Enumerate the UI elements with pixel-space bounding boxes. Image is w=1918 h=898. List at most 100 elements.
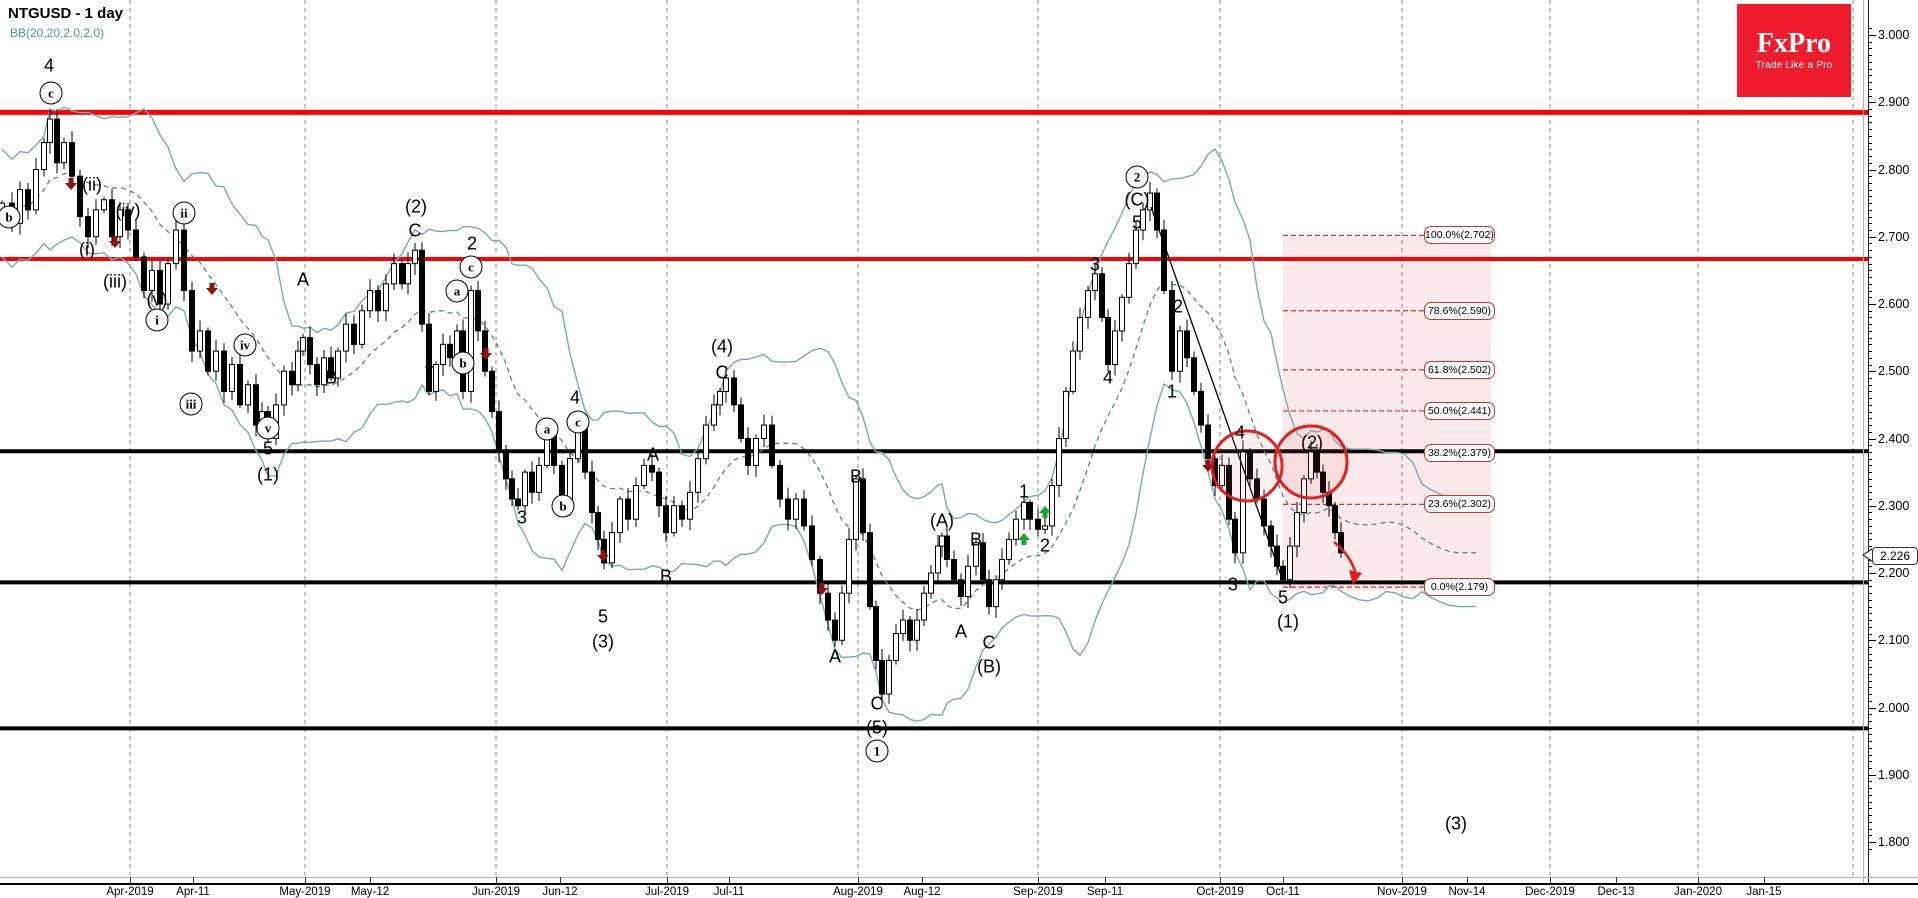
price-axis-tick <box>1868 606 1872 608</box>
wave-label-circled[interactable]: i <box>145 308 169 332</box>
candle-up <box>165 263 171 305</box>
candle-down <box>1320 471 1326 493</box>
candle-up <box>468 290 474 392</box>
wave-label[interactable]: 5 <box>262 438 274 459</box>
wave-label[interactable]: (2) <box>1301 432 1323 453</box>
wave-label[interactable]: 3 <box>516 507 528 528</box>
date-axis-tick <box>305 877 306 883</box>
wave-label[interactable]: 4 <box>1102 367 1114 388</box>
candle-down <box>529 471 535 493</box>
candle-up <box>1219 464 1225 487</box>
wave-label[interactable]: A <box>646 444 660 465</box>
wave-label[interactable]: A <box>296 269 310 290</box>
wave-label-circled[interactable]: 1 <box>865 739 889 763</box>
price-axis-tick <box>1868 196 1872 198</box>
price-axis-tick <box>1868 492 1872 494</box>
candle-down <box>1035 518 1041 530</box>
wave-label[interactable]: C <box>870 693 884 714</box>
wave-label-circled[interactable]: v <box>256 416 280 440</box>
wave-label[interactable]: 2 <box>1039 535 1051 556</box>
wave-label[interactable]: A <box>954 621 968 642</box>
wave-label[interactable]: 1 <box>1018 481 1030 502</box>
wave-label[interactable]: C <box>408 220 422 241</box>
price-axis-label: 1.800 <box>1878 835 1910 849</box>
wave-label[interactable]: (3) <box>592 631 614 652</box>
price-axis-tick <box>1868 351 1872 353</box>
wave-label[interactable]: (iv) <box>115 200 141 221</box>
candle-up <box>1063 390 1069 439</box>
wave-label[interactable]: 5 <box>597 606 609 627</box>
wave-label-circled[interactable]: b <box>551 494 575 518</box>
wave-label-circled[interactable]: b <box>0 205 21 229</box>
candle-down <box>253 384 259 426</box>
wave-label[interactable]: 2 <box>1172 296 1184 317</box>
candle-up <box>367 290 373 312</box>
wave-label[interactable]: (4) <box>711 336 733 357</box>
wave-label[interactable]: B <box>324 367 338 388</box>
wave-label[interactable]: 3 <box>1089 254 1101 275</box>
wave-label[interactable]: (v) <box>146 289 168 310</box>
candle-up <box>846 538 852 594</box>
wave-label[interactable]: (A) <box>930 510 954 531</box>
wave-label-circled[interactable]: 2 <box>1125 165 1149 189</box>
wave-label[interactable]: C <box>982 632 996 653</box>
candles-layer[interactable] <box>0 109 1344 706</box>
price-axis-tick <box>1868 115 1872 117</box>
wave-label[interactable]: B <box>849 466 863 487</box>
candle-up <box>245 384 251 406</box>
chart-title: NTGUSD - 1 day <box>8 5 124 22</box>
wave-label-circled[interactable]: iv <box>233 333 257 357</box>
candle-up <box>383 283 389 312</box>
wave-label-circled[interactable]: c <box>39 81 63 105</box>
bollinger-bands-layer <box>1 106 1476 722</box>
wave-label[interactable]: 5 <box>1277 587 1289 608</box>
wave-label-circled[interactable]: ii <box>172 201 196 225</box>
wave-label-circled[interactable]: c <box>459 255 483 279</box>
wave-label[interactable]: 2 <box>466 233 478 254</box>
wave-label[interactable]: 4 <box>1234 422 1246 443</box>
wave-label[interactable]: (C) <box>1124 189 1150 210</box>
wave-label[interactable]: (3) <box>1445 813 1467 834</box>
price-axis-spine[interactable] <box>1868 0 1869 884</box>
price-axis-tick <box>1868 357 1872 359</box>
wave-label[interactable]: B <box>969 529 983 550</box>
wave-label[interactable]: 1 <box>1166 381 1178 402</box>
candle-down <box>375 290 381 312</box>
current-price-tag-pointer <box>1864 549 1873 561</box>
wave-label[interactable]: (B) <box>977 656 1001 677</box>
wave-label[interactable]: 4 <box>569 387 581 408</box>
wave-label-circled[interactable]: a <box>445 279 469 303</box>
wave-label[interactable]: 3 <box>1227 574 1239 595</box>
wave-label[interactable]: C <box>715 362 729 383</box>
wave-label[interactable]: (1) <box>257 464 279 485</box>
wave-label[interactable]: 1 <box>423 351 435 372</box>
price-axis-tick <box>1868 566 1872 568</box>
date-axis-spine[interactable] <box>0 883 1918 885</box>
annotations-layer[interactable] <box>65 178 1362 595</box>
candle-up <box>935 545 941 574</box>
wave-label-circled[interactable]: c <box>566 410 590 434</box>
wave-label[interactable]: A <box>828 646 842 667</box>
wave-label[interactable]: (i) <box>79 239 95 260</box>
wave-label-circled[interactable]: a <box>535 417 559 441</box>
candle-down <box>85 216 91 238</box>
wave-label-circled[interactable]: b <box>451 351 475 375</box>
indicator-label[interactable]: BB(20,20,2.0,2.0) <box>10 26 105 40</box>
price-axis-tick <box>1868 646 1872 648</box>
wave-label[interactable]: (iii) <box>103 271 127 292</box>
candle-down <box>1027 501 1033 520</box>
price-axis-tick <box>1868 828 1872 830</box>
wave-label[interactable]: (1) <box>1277 611 1299 632</box>
price-axis-tick <box>1868 35 1876 36</box>
gridlines-layer <box>129 0 1854 877</box>
wave-label-circled[interactable]: iii <box>179 392 203 416</box>
wave-label[interactable]: (2) <box>405 196 427 217</box>
price-axis-tick <box>1868 384 1872 386</box>
wave-label[interactable]: 5 <box>1131 212 1143 233</box>
wave-label[interactable]: (ii) <box>82 174 102 195</box>
support-resistance-lines-layer[interactable] <box>0 109 1869 731</box>
wave-label[interactable]: B <box>659 566 673 587</box>
sell-arrow-icon <box>480 348 492 360</box>
wave-label[interactable]: 4 <box>43 55 55 76</box>
wave-label[interactable]: (5) <box>866 717 888 738</box>
